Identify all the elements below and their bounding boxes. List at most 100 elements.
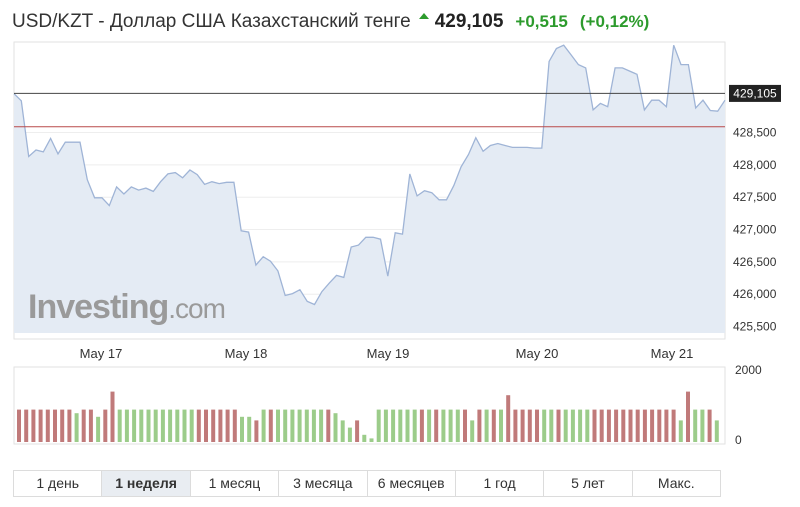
period-tab[interactable]: Макс. — [657, 475, 695, 491]
volume-bar — [570, 409, 575, 442]
chart-header: USD/KZT - Доллар США Казахстанский тенге… — [12, 9, 649, 35]
volume-bar — [261, 409, 266, 442]
volume-bar — [556, 409, 561, 442]
volume-bar — [67, 409, 72, 442]
volume-bar — [304, 409, 309, 442]
volume-bar — [369, 438, 374, 442]
period-tab[interactable]: 1 день — [14, 471, 103, 496]
volume-bar — [714, 420, 719, 442]
volume-bar — [671, 409, 676, 442]
x-tick-label: May 21 — [651, 346, 694, 361]
y-tick-label: 426,500 — [733, 255, 777, 269]
volume-bar — [484, 409, 489, 442]
price-change-percent: (+0,12%) — [579, 12, 650, 31]
volume-bar — [297, 409, 302, 442]
volume-bar — [686, 391, 690, 442]
volume-bar — [247, 416, 252, 442]
period-tabs: 1 день 1 неделя 1 месяц 3 месяца 6 месяцев 1 … — [13, 470, 721, 497]
volume-bar — [513, 409, 518, 442]
volume-bar — [96, 416, 101, 442]
volume-bar — [17, 409, 21, 442]
svg-text:Investing.com: Investing.com — [28, 288, 225, 326]
volume-bar — [635, 409, 640, 442]
period-tab[interactable]: 3 месяца — [279, 471, 368, 496]
volume-bar — [383, 409, 388, 442]
volume-bar — [160, 409, 165, 442]
period-tab[interactable]: 6 месяцев — [368, 471, 456, 496]
volume-bar — [60, 409, 65, 442]
volume-bar — [124, 409, 129, 442]
volume-bar — [204, 409, 208, 442]
volume-bar — [24, 409, 29, 442]
volume-bar — [110, 391, 115, 442]
price-area — [14, 45, 725, 333]
volume-bar — [693, 409, 698, 442]
volume-bar — [578, 409, 583, 442]
x-tick-label: May 17 — [80, 346, 123, 361]
y-tick-label: 427,000 — [733, 223, 777, 237]
volume-bar — [628, 409, 633, 442]
volume-bar — [434, 409, 439, 442]
volume-bar — [340, 420, 345, 442]
volume-bar — [455, 409, 460, 442]
volume-bar — [362, 434, 367, 442]
volume-bar — [585, 409, 590, 442]
up-arrow-icon — [418, 13, 429, 19]
period-tab[interactable]: 1 неделя — [102, 471, 191, 496]
x-tick-label: May 20 — [516, 346, 559, 361]
volume-bar — [419, 409, 424, 442]
period-tab[interactable]: 5 лет — [544, 471, 633, 496]
volume-bar — [520, 409, 525, 442]
volume-tick-label: 0 — [735, 433, 742, 447]
y-tick-label: 428,500 — [733, 126, 777, 140]
period-tab[interactable]: 1 месяц — [191, 471, 280, 496]
volume-bar — [664, 409, 669, 442]
volume-bar — [182, 409, 187, 442]
volume-bar — [103, 409, 108, 442]
volume-bar — [563, 409, 568, 442]
volume-bar — [606, 409, 611, 442]
volume-bar — [333, 413, 338, 442]
volume-bar — [139, 409, 144, 442]
volume-bar — [491, 409, 496, 442]
pair-title: USD/KZT - Доллар США Казахстанский тенге — [12, 11, 411, 32]
volume-bar — [146, 409, 151, 442]
volume-bar — [211, 409, 216, 442]
volume-bar — [463, 409, 467, 442]
volume-bar — [283, 409, 288, 442]
volume-bar — [470, 420, 475, 442]
volume-bar — [527, 409, 532, 442]
volume-bar — [218, 409, 223, 442]
volume-bar — [319, 409, 324, 442]
volume-bar — [506, 395, 511, 442]
volume-bar — [153, 409, 158, 442]
volume-bar — [45, 409, 50, 442]
volume-bar — [657, 409, 662, 442]
price-line — [13, 44, 726, 306]
volume-bar — [405, 409, 410, 442]
volume-bar — [707, 409, 712, 442]
period-tab[interactable]: 1 год — [456, 471, 545, 496]
volume-bar — [499, 409, 503, 442]
volume-bar — [240, 416, 244, 442]
volume-bar — [700, 409, 705, 442]
volume-bar — [398, 409, 403, 442]
volume-bar — [276, 409, 280, 442]
price-chart[interactable]: 429,105 425,500 426,000 426,500 427,000 427,… — [0, 0, 800, 465]
volume-bar — [678, 420, 683, 442]
volume-bar — [117, 409, 122, 442]
volume-bar — [196, 409, 201, 442]
volume-bar — [232, 409, 237, 442]
volume-bar — [427, 409, 432, 442]
volume-bar — [376, 409, 381, 442]
volume-bar — [175, 409, 180, 442]
volume-bar — [31, 409, 36, 442]
volume-bar — [614, 409, 619, 442]
volume-bar — [347, 427, 352, 442]
volume-bar — [621, 409, 626, 442]
volume-bar — [38, 409, 43, 442]
volume-bar — [599, 409, 604, 442]
volume-bar — [477, 409, 482, 442]
volume-bar — [81, 409, 86, 442]
volume-bar — [441, 409, 446, 442]
